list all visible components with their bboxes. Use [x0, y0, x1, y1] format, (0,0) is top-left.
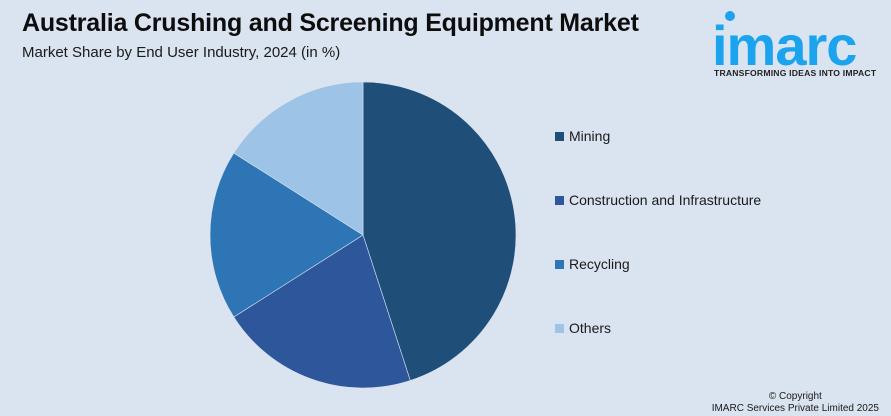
chart-subtitle: Market Share by End User Industry, 2024 …	[22, 44, 341, 61]
legend-label: Others	[569, 320, 612, 336]
legend-item-construction: Construction and Infrastructure	[555, 192, 761, 208]
copyright-owner: IMARC Services Private Limited 2025	[711, 403, 879, 414]
copyright-notice: © Copyright IMARC Services Private Limit…	[712, 391, 879, 415]
legend-swatch-mining	[555, 131, 564, 141]
copyright-line: © Copyright	[768, 391, 822, 402]
logo-wordmark: imarc	[712, 14, 857, 77]
legend-label: Mining	[569, 128, 611, 144]
logo-dot-icon	[725, 11, 735, 21]
legend-swatch-others	[555, 323, 564, 333]
legend-label: Construction and Infrastructure	[569, 192, 762, 208]
legend-label: Recycling	[569, 256, 630, 272]
legend-swatch-construction	[555, 195, 564, 205]
pie-slice-mining	[362, 81, 517, 381]
legend-item-mining: Mining	[555, 128, 610, 144]
pie-slices	[209, 81, 517, 389]
pie-slice-others	[233, 81, 364, 236]
pie-slice-construction-and-infrastructure	[233, 234, 411, 389]
pie-slice-recycling	[209, 152, 364, 318]
legend-item-others: Others	[555, 320, 611, 336]
chart-title: Australia Crushing and Screening Equipme…	[22, 9, 639, 37]
imarc-logo: imarc TRANSFORMING IDEAS INTO IMPACT	[700, 6, 885, 86]
logo-tagline: TRANSFORMING IDEAS INTO IMPACT	[714, 68, 877, 78]
legend-swatch-recycling	[555, 259, 564, 269]
legend-item-recycling: Recycling	[555, 256, 630, 272]
